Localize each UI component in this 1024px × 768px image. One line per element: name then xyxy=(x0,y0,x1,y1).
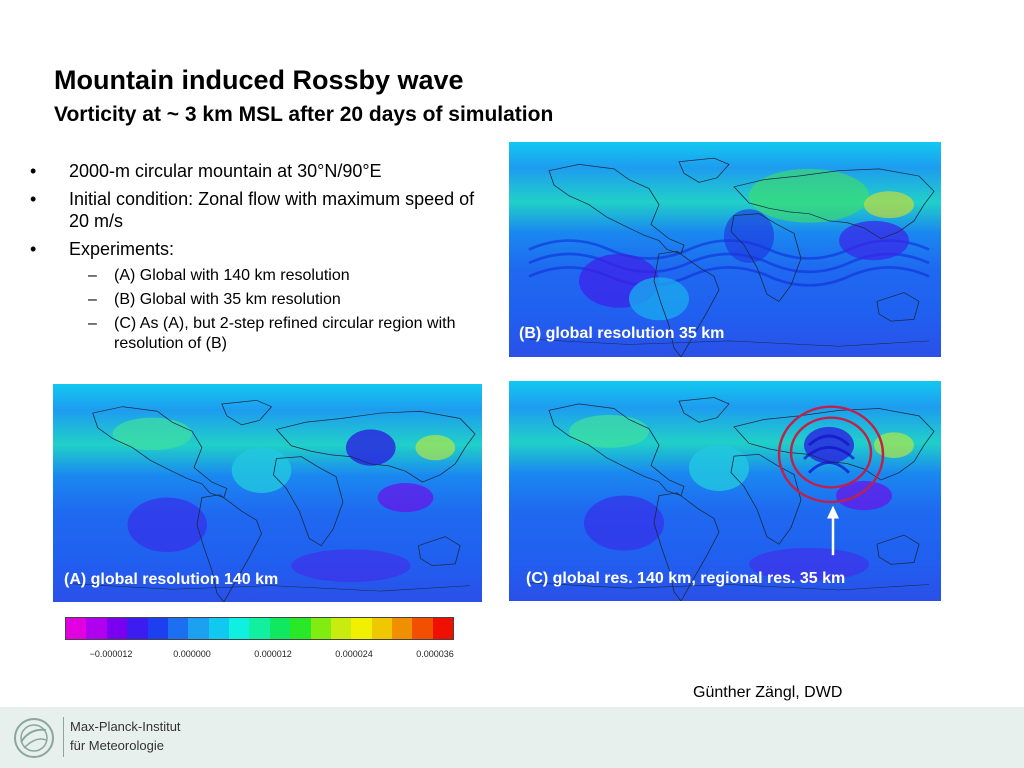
bullet-item: • 2000-m circular mountain at 30°N/90°E xyxy=(26,160,496,182)
colorbar-segment xyxy=(371,618,392,639)
bullet-text: Initial condition: Zonal flow with maxim… xyxy=(69,189,475,231)
colorbar-segment xyxy=(392,618,413,639)
colorbar-segment xyxy=(66,618,87,639)
sub-bullet-item: – (A) Global with 140 km resolution xyxy=(26,266,496,286)
vorticity-map-a: (A) global resolution 140 km xyxy=(53,384,482,602)
sub-bullet-text: (B) Global with 35 km resolution xyxy=(114,291,341,308)
bullet-text: Experiments: xyxy=(69,239,175,259)
footer-bar xyxy=(0,707,1024,768)
colorbar-tick: 0.000036 xyxy=(416,649,454,659)
vorticity-map-b: (B) global resolution 35 km xyxy=(509,142,941,357)
colorbar xyxy=(65,617,454,640)
dash-marker: – xyxy=(88,315,97,332)
colorbar-tick: 0.000024 xyxy=(335,649,373,659)
institute-name-line2: für Meteorologie xyxy=(70,738,164,753)
colorbar-segment xyxy=(229,618,250,639)
colorbar-segment xyxy=(86,618,107,639)
bullet-marker: • xyxy=(30,189,37,209)
bullet-marker: • xyxy=(30,161,37,181)
mpi-logo-icon xyxy=(12,716,56,765)
colorbar-segment xyxy=(269,618,291,639)
panel-b-label: (B) global resolution 35 km xyxy=(519,325,725,342)
colorbar-segment xyxy=(188,618,209,639)
bullet-list: • 2000-m circular mountain at 30°N/90°E … xyxy=(26,160,496,358)
panel-a-label: (A) global resolution 140 km xyxy=(64,571,279,588)
colorbar-tick: 0.000012 xyxy=(254,649,292,659)
colorbar-tick: 0.000000 xyxy=(173,649,211,659)
colorbar-segment xyxy=(208,618,229,639)
bullet-text: 2000-m circular mountain at 30°N/90°E xyxy=(69,161,382,181)
panel-c-label: (C) global res. 140 km, regional res. 35… xyxy=(526,570,846,587)
colorbar-segment xyxy=(290,618,311,639)
sub-bullet-item: – (B) Global with 35 km resolution xyxy=(26,290,496,310)
dash-marker: – xyxy=(88,291,97,308)
sub-bullet-text: (A) Global with 140 km resolution xyxy=(114,267,350,284)
colorbar-segment xyxy=(330,618,352,639)
colorbar-tick: −0.000012 xyxy=(89,649,133,659)
colorbar-segment xyxy=(432,618,454,639)
footer-divider xyxy=(63,717,64,757)
vorticity-map-c: (C) global res. 140 km, regional res. 35… xyxy=(509,381,941,601)
colorbar-segment xyxy=(351,618,372,639)
bullet-marker: • xyxy=(30,239,37,259)
colorbar-segment xyxy=(167,618,189,639)
colorbar-segment xyxy=(412,618,433,639)
sub-bullet-text: (C) As (A), but 2-step refined circular … xyxy=(114,315,456,352)
colorbar-segment xyxy=(249,618,270,639)
colorbar-segment xyxy=(127,618,148,639)
institute-name-line1: Max-Planck-Institut xyxy=(70,719,181,734)
bullet-item: • Initial condition: Zonal flow with max… xyxy=(26,188,496,232)
page-title: Mountain induced Rossby wave xyxy=(54,65,464,95)
author-credit: Günther Zängl, DWD xyxy=(693,684,843,701)
dash-marker: – xyxy=(88,267,97,284)
colorbar-segment xyxy=(310,618,331,639)
colorbar-segment xyxy=(147,618,168,639)
colorbar-segment xyxy=(106,618,128,639)
page-subtitle: Vorticity at ~ 3 km MSL after 20 days of… xyxy=(54,103,554,126)
bullet-item: • Experiments: xyxy=(26,238,496,260)
sub-bullet-item: – (C) As (A), but 2-step refined circula… xyxy=(26,314,496,354)
